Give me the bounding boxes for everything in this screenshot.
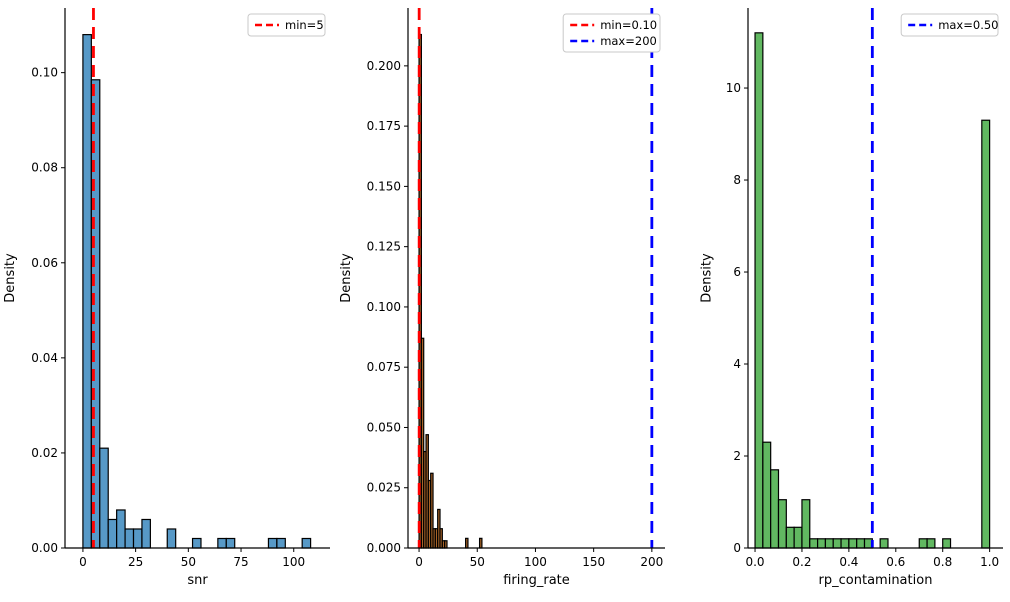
histogram-bar	[824, 538, 834, 549]
legend-label: min=5	[285, 18, 324, 32]
legend-box	[562, 13, 661, 53]
histogram-bar	[926, 538, 936, 549]
x-tick-label: 100	[282, 555, 305, 569]
y-tick-label: 6	[733, 265, 741, 279]
x-tick-label: 50	[470, 555, 485, 569]
legend: max=0.50	[900, 13, 999, 37]
x-tick-label: 75	[233, 555, 248, 569]
y-tick-label: 10	[726, 81, 741, 95]
histogram-bar	[918, 538, 928, 549]
histogram-bar	[166, 528, 177, 549]
y-tick-label: 0.000	[367, 541, 401, 555]
legend: min=0.10 max=200	[562, 13, 661, 53]
histogram-bar	[809, 538, 819, 549]
y-tick-label: 0.125	[367, 240, 401, 254]
histogram-bar	[777, 499, 787, 549]
histogram-bar	[770, 469, 780, 549]
histogram-bars	[82, 34, 312, 549]
y-tick-label: 0.00	[31, 541, 58, 555]
histogram-bar	[225, 537, 236, 549]
y-tick-label: 4	[733, 357, 741, 371]
legend-box	[900, 13, 999, 37]
histogram-bar	[124, 528, 135, 549]
x-tick-label: 150	[582, 555, 605, 569]
histogram-bar	[754, 32, 764, 549]
histogram-bar	[478, 537, 483, 549]
legend-label: max=200	[600, 34, 657, 48]
y-tick-label: 0.075	[367, 360, 401, 374]
x-tick-label: 0	[415, 555, 423, 569]
x-tick-label: 50	[181, 555, 196, 569]
y-tick-label: 0.025	[367, 481, 401, 495]
x-tick-label: 0.2	[792, 555, 811, 569]
y-axis-label: Density	[339, 253, 354, 303]
histogram-bar	[141, 518, 151, 549]
histogram-bar	[99, 447, 109, 549]
histogram-bar	[856, 538, 866, 549]
histogram-bars	[418, 33, 483, 549]
y-tick-label: 0.200	[367, 59, 401, 73]
subplot-firing_rate: 0 50 100 150 200 0.000 0.025 0.050 0.075 0.100 0.1…	[339, 8, 665, 588]
histogram-bar	[191, 537, 202, 549]
y-axis-label: Density	[3, 253, 18, 303]
y-tick-label: 0.100	[367, 300, 401, 314]
y-tick-label: 0.02	[31, 446, 58, 460]
legend: min=5	[247, 13, 326, 37]
histogram-bar	[793, 526, 803, 549]
histogram-bar	[116, 509, 126, 549]
x-axis-label: firing_rate	[503, 573, 570, 588]
subplot-rp_contamination: 0.0 0.2 0.4 0.6 0.8 1.0 0 2 4 6 8 10 rp_contaminatio…	[699, 8, 1003, 588]
x-tick-label: 0.4	[839, 555, 858, 569]
y-tick-label: 0.175	[367, 119, 401, 133]
subplot-snr: 0 25 50 75 100 0.00 0.02 0.04 0.06 0.08 0.10 snr Den…	[3, 8, 330, 588]
x-axis-label: snr	[187, 573, 208, 588]
histogram-bar	[832, 538, 842, 549]
x-tick-label: 0.8	[933, 555, 952, 569]
histogram-bar	[879, 538, 889, 549]
histogram-bar	[107, 518, 118, 549]
x-tick-label: 100	[524, 555, 547, 569]
y-axis-label: Density	[699, 253, 714, 303]
y-tick-label: 0.050	[367, 420, 401, 434]
x-tick-label: 0.6	[886, 555, 905, 569]
x-tick-label: 1.0	[980, 555, 999, 569]
legend-box	[247, 13, 326, 37]
histogram-bar	[267, 537, 278, 549]
histogram-bar	[762, 441, 772, 549]
histogram-bar	[801, 499, 811, 549]
legend-label: min=0.10	[600, 18, 657, 32]
y-tick-label: 0.04	[31, 351, 58, 365]
y-tick-label: 0.08	[31, 161, 58, 175]
histogram-bar	[301, 537, 312, 549]
x-axis-label: rp_contamination	[819, 573, 933, 588]
histogram-bar	[981, 119, 991, 549]
histogram-bar	[785, 526, 795, 549]
histogram-bar	[82, 34, 92, 549]
x-tick-label: 0	[79, 555, 87, 569]
histogram-bar	[848, 538, 858, 549]
y-tick-label: 0	[733, 541, 741, 555]
x-tick-label: 25	[128, 555, 143, 569]
histogram-bar	[444, 540, 448, 549]
y-tick-label: 0.150	[367, 179, 401, 193]
y-tick-label: 0.06	[31, 256, 58, 270]
histogram-bar	[816, 538, 827, 549]
histogram-bar	[276, 537, 286, 549]
histogram-bar	[942, 538, 952, 549]
histogram-bar	[465, 537, 469, 549]
legend-label: max=0.50	[938, 18, 998, 32]
y-tick-label: 8	[733, 173, 741, 187]
y-tick-label: 0.10	[31, 66, 58, 80]
histogram-bar	[217, 537, 227, 549]
x-tick-label: 200	[640, 555, 663, 569]
histogram-bar	[840, 538, 850, 549]
y-tick-label: 2	[733, 449, 741, 463]
x-tick-label: 0.0	[745, 555, 764, 569]
histogram-bar	[132, 528, 143, 549]
